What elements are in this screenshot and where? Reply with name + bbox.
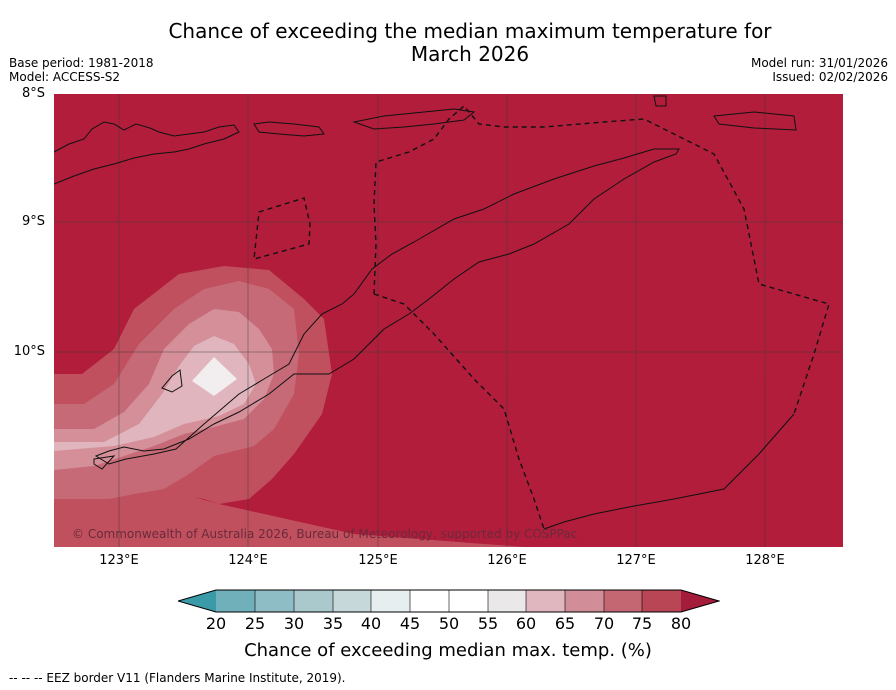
semau-island	[161, 369, 183, 393]
contour-55-60	[192, 357, 237, 396]
lon-label-128e: 128°E	[745, 553, 785, 568]
colorbar-tick-30: 30	[283, 614, 305, 633]
map-canvas	[54, 94, 843, 547]
colorbar-label: Chance of exceeding median max. temp. (%…	[244, 640, 652, 661]
colorbar-tick-50: 50	[438, 614, 460, 633]
colorbar-bin-50-55	[449, 590, 488, 612]
colorbar-tick-70: 70	[593, 614, 615, 633]
colorbar-bin-55-60	[488, 590, 526, 612]
title-line-2: March 2026	[410, 42, 530, 66]
model-name: Model: ACCESS-S2	[9, 70, 121, 84]
lat-label-9s: 9°S	[21, 214, 45, 229]
leti-kisar-islands	[653, 95, 797, 131]
copyright-notice: © Commonwealth of Australia 2026, Bureau…	[72, 527, 578, 541]
meta-left: Base period: 1981-2018 Model: ACCESS-S2	[9, 56, 154, 84]
eez-border	[253, 105, 830, 530]
colorbar-bin-45-50	[410, 590, 449, 612]
coastlines	[54, 95, 797, 530]
colorbar-tick-60: 60	[515, 614, 537, 633]
colorbar-tick-75: 75	[631, 614, 653, 633]
colorbar-tick-55: 55	[477, 614, 499, 633]
eez-footnote: -- -- -- EEZ border V11 (Flanders Marine…	[9, 671, 346, 685]
rote-island	[93, 455, 116, 470]
colorbar-tick-40: 40	[360, 614, 382, 633]
colorbar-bin-70-75	[604, 590, 642, 612]
colorbar-tick-65: 65	[554, 614, 576, 633]
colorbar-extend-high	[681, 590, 719, 612]
lon-label-127e: 127°E	[616, 553, 656, 568]
base-period: Base period: 1981-2018	[9, 56, 154, 70]
colorbar	[178, 589, 720, 613]
lon-label-125e: 125°E	[358, 553, 398, 568]
colorbar-dividers	[254, 590, 643, 612]
flores-coast	[54, 121, 240, 185]
colorbar-outline	[178, 589, 720, 613]
colorbar-bin-30-35	[294, 590, 333, 612]
issued-date: Issued: 02/02/2026	[772, 70, 888, 84]
colorbar-bin-60-65	[526, 590, 565, 612]
timor-north-coast	[94, 148, 680, 465]
lon-label-126e: 126°E	[487, 553, 527, 568]
colorbar-bin-25-30	[255, 590, 294, 612]
colorbar-tick-25: 25	[244, 614, 266, 633]
colorbar-extend-low	[178, 590, 216, 612]
colorbar-bin-40-45	[371, 590, 410, 612]
alor-island	[253, 121, 325, 137]
meta-right: Model run: 31/01/2026 Issued: 02/02/2026	[751, 56, 888, 84]
australia-coast	[543, 413, 795, 530]
model-run: Model run: 31/01/2026	[750, 56, 888, 70]
colorbar-bin-35-40	[333, 590, 371, 612]
colorbar-tick-80: 80	[670, 614, 692, 633]
wetar-island	[352, 108, 476, 130]
lat-label-8s: 8°S	[21, 86, 45, 101]
contour-60-65	[54, 336, 256, 451]
lon-label-123e: 123°E	[99, 553, 139, 568]
colorbar-bin-20-25	[216, 590, 255, 612]
map-panel[interactable]	[54, 94, 843, 547]
colorbar-bin-75-80	[642, 590, 681, 612]
map-title: Chance of exceeding the median maximum t…	[0, 20, 896, 66]
colorbar-bin-65-70	[565, 590, 604, 612]
colorbar-tick-45: 45	[399, 614, 421, 633]
lat-label-10s: 10°S	[13, 344, 45, 359]
title-line-1: Chance of exceeding the median maximum t…	[168, 19, 772, 43]
lon-label-124e: 124°E	[228, 553, 268, 568]
colorbar-tick-35: 35	[322, 614, 344, 633]
colorbar-tick-20: 20	[205, 614, 227, 633]
